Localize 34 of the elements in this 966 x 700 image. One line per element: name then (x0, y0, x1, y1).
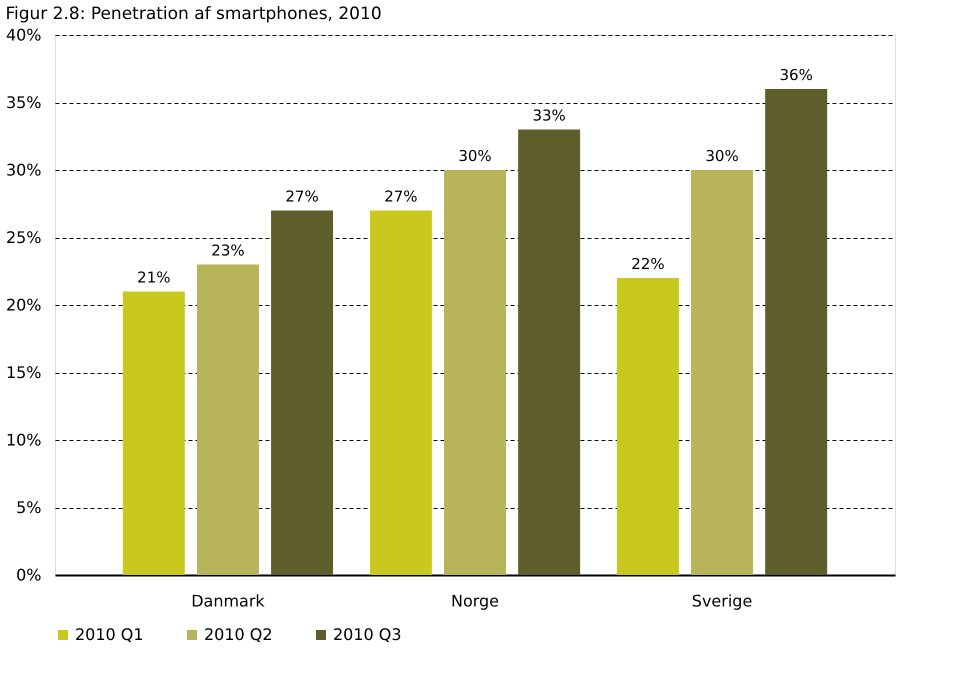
bar (122, 292, 185, 575)
bar (691, 170, 754, 575)
legend-label: 2010 Q1 (75, 625, 144, 644)
y-tick-label: 30% (6, 160, 42, 180)
text: 33% (532, 106, 566, 124)
y-tick-label: 0% (16, 566, 42, 584)
x-tick-label: Norge (450, 592, 500, 610)
bar (271, 210, 334, 575)
bar (444, 170, 506, 575)
text: 30% (458, 147, 492, 165)
text: 22% (631, 255, 665, 273)
bar (518, 130, 580, 575)
bar (616, 278, 679, 575)
y-tick-label: 35% (6, 93, 42, 112)
text: 21% (137, 268, 170, 286)
text: 27% (384, 188, 418, 206)
text: 23% (211, 242, 245, 260)
text: 30% (705, 147, 739, 165)
bar (370, 210, 432, 575)
bar (765, 89, 828, 575)
text: 27% (285, 188, 319, 206)
bar (196, 264, 259, 575)
y-tick-label: 15% (6, 363, 42, 382)
legend-label: 2010 Q3 (333, 625, 402, 644)
x-tick-label: Sverige (692, 592, 752, 610)
y-tick-label: 5% (16, 498, 42, 517)
y-tick-label: 20% (6, 296, 42, 314)
legend-label: 2010 Q2 (204, 625, 273, 644)
y-tick-label: 40% (6, 26, 42, 44)
y-tick-label: 10% (6, 430, 42, 450)
y-tick-label: 25% (6, 228, 42, 247)
text: 36% (780, 66, 813, 84)
chart-title: Figur 2.8: Penetration af smartphones, 2010 (5, 4, 382, 24)
x-tick-label: Danmark (191, 592, 266, 610)
